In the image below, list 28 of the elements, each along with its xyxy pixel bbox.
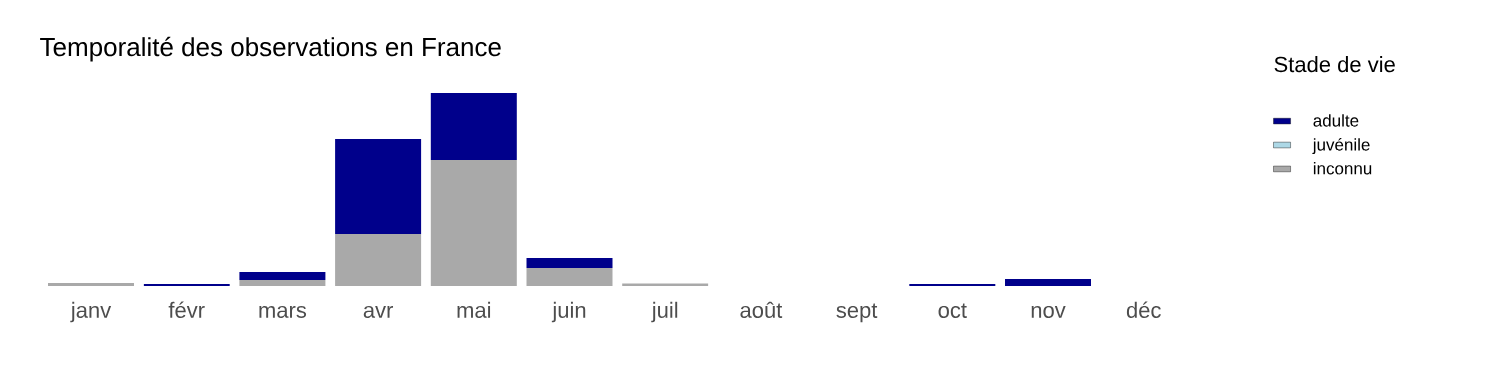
x-tick-label: juil — [651, 301, 678, 323]
bar — [48, 282, 134, 286]
bar — [622, 283, 709, 286]
x-tick-label: mars — [259, 305, 307, 318]
x-tick-label: avr — [363, 305, 394, 318]
x-tick-label: déc — [1126, 301, 1161, 318]
x-tick-label: mai — [457, 301, 491, 318]
bar — [239, 280, 326, 286]
bar — [526, 258, 613, 269]
legend-label: juvénile — [1312, 138, 1370, 155]
bar — [430, 93, 517, 160]
legend-label: inconnu — [1313, 162, 1372, 175]
bar — [526, 268, 613, 286]
bar — [1005, 279, 1092, 286]
x-tick-label: août — [740, 301, 783, 318]
bar — [430, 159, 517, 286]
bar — [239, 272, 326, 281]
bar — [335, 139, 422, 235]
x-tick-label: sept — [836, 303, 878, 323]
bar — [335, 234, 422, 286]
legend-label: adulte — [1313, 114, 1359, 127]
x-tick-label: oct — [938, 303, 967, 318]
x-tick-label: janv — [70, 301, 112, 323]
x-tick-label: nov — [1031, 305, 1066, 318]
chart-title: Temporalité des observations en France — [40, 36, 501, 62]
x-tick-label: juin — [551, 301, 586, 323]
legend-title: Stade de vie — [1274, 56, 1395, 73]
x-tick-label: févr — [168, 301, 205, 318]
